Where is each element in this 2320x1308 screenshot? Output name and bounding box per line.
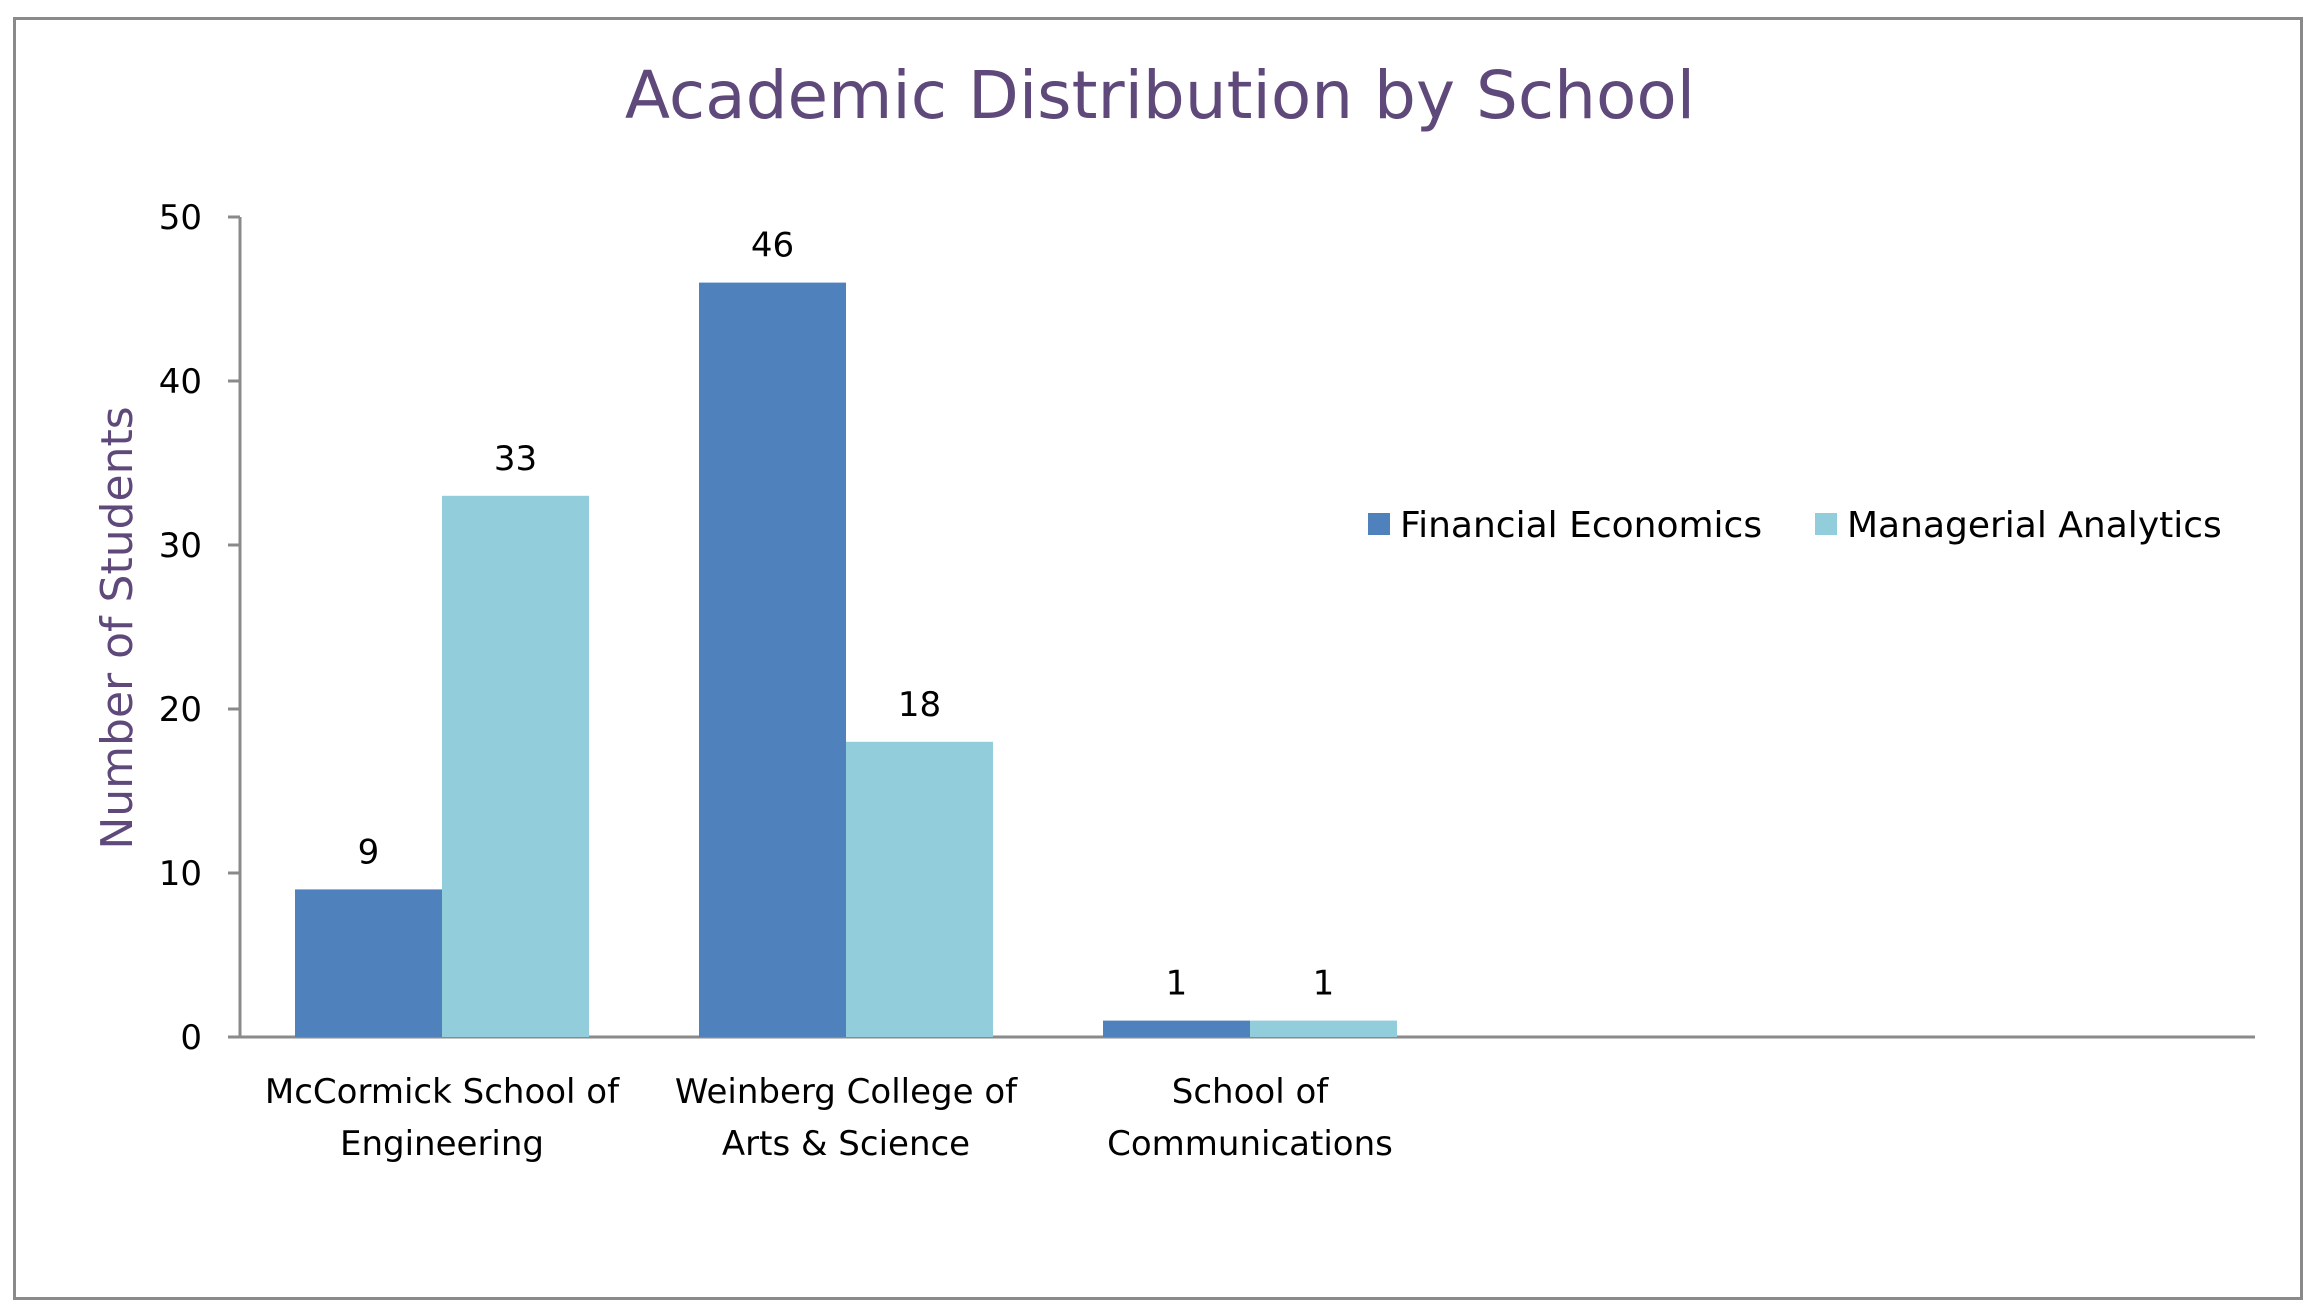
data-label: 1 <box>1166 964 1188 1004</box>
x-tick-label: Engineering <box>340 1124 544 1164</box>
plot-area: 0 10 20 30 40 50 9 33 McCormick School of Enginee… <box>159 198 2255 1164</box>
bar <box>295 889 442 1037</box>
x-tick-label: Arts & Science <box>722 1124 970 1164</box>
y-tick-label: 20 <box>159 690 202 730</box>
bar <box>1250 1020 1397 1037</box>
bar <box>1103 1020 1250 1037</box>
legend-swatch <box>1368 513 1390 535</box>
chart-title: Academic Distribution by School <box>625 57 1695 134</box>
x-tick-label: Communications <box>1107 1124 1393 1164</box>
data-label: 46 <box>751 226 794 266</box>
y-axis-label: Number of Students <box>92 406 143 849</box>
y-tick-label: 50 <box>159 198 202 238</box>
legend: Financial Economics Managerial Analytics <box>1368 505 2222 546</box>
chart-frame <box>13 17 2303 1300</box>
legend-swatch <box>1815 513 1837 535</box>
legend-entry: Financial Economics <box>1400 505 1762 546</box>
y-tick-label: 10 <box>159 854 202 894</box>
bar <box>846 741 993 1037</box>
data-label: 1 <box>1313 964 1335 1004</box>
bar <box>699 282 846 1038</box>
x-tick-label: Weinberg College of <box>675 1072 1018 1112</box>
legend-entry: Managerial Analytics <box>1847 505 2222 546</box>
y-tick-label: 0 <box>180 1018 202 1058</box>
x-tick-label: School of <box>1172 1072 1329 1112</box>
data-label: 33 <box>494 439 537 479</box>
x-tick-label: McCormick School of <box>265 1072 620 1112</box>
bar <box>442 495 589 1037</box>
y-tick-label: 40 <box>159 362 202 402</box>
data-label: 9 <box>358 832 380 872</box>
data-label: 18 <box>898 685 941 725</box>
y-tick-label: 30 <box>159 526 202 566</box>
